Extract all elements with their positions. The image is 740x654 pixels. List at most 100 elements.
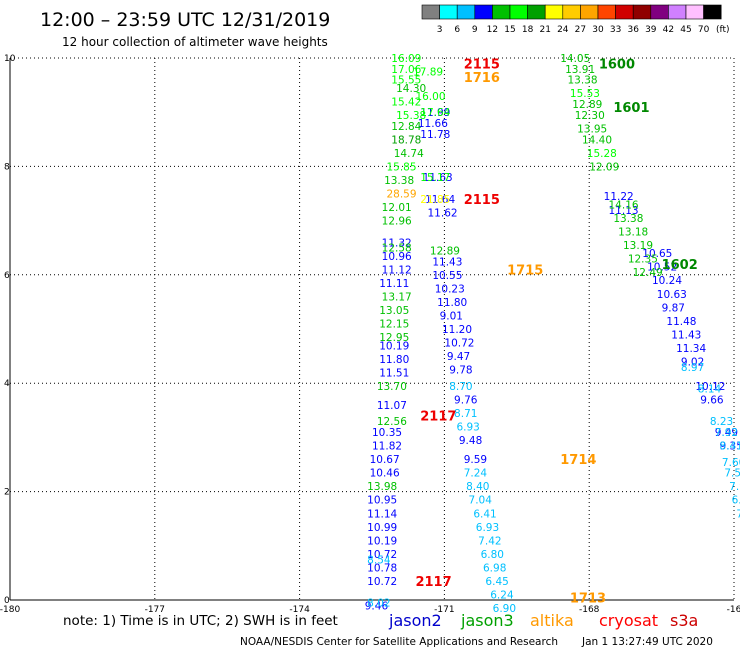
satellite-label-cryosat: cryosat [599, 611, 658, 630]
swh-value-jason2: 9.66 [700, 394, 724, 406]
swh-value-jason3: 12.58 [382, 243, 412, 255]
scale-label: 18 [522, 25, 534, 35]
scale-swatch [544, 4, 564, 20]
swh-value-cryosat: 21.85 [420, 194, 450, 206]
swh-value-jason2: 11.43 [671, 329, 701, 341]
swh-value-jason2: 10.52 [647, 262, 677, 274]
scale-label: 36 [627, 25, 639, 35]
swh-value-jason3: 15.28 [587, 148, 617, 160]
swh-value-s3a: 6.93 [456, 422, 479, 434]
swh-value-jason2: 10.46 [370, 468, 400, 480]
scale-swatch [685, 4, 704, 20]
swh-value-jason2: 11.12 [382, 264, 412, 276]
swh-value-jason3: 12.89 [572, 99, 602, 111]
swh-value-jason3: 15.55 [391, 75, 421, 87]
swh-value-s3a: 8.54 [367, 554, 391, 566]
swh-value-s3a: 6.45 [485, 576, 508, 588]
scale-swatch [509, 4, 528, 20]
swh-value-jason3: 17.89 [413, 67, 443, 79]
x-tick-label: -177 [145, 605, 165, 615]
swh-value-s3a: 7.04 [469, 495, 493, 507]
swh-value-jason2: 10.96 [382, 251, 412, 263]
swh-value-jason2: 10.19 [379, 340, 409, 352]
chart-subtitle: 12 hour collection of altimeter wave hei… [62, 35, 328, 49]
swh-value-jason3: 12.35 [628, 254, 658, 266]
x-tick-label: -171 [434, 605, 454, 615]
pass-time-label: 1716 [464, 71, 500, 86]
swh-value-jason3: 12.96 [382, 216, 412, 228]
swh-value-jason3: 12.01 [382, 202, 412, 214]
y-tick-label: 8 [4, 162, 10, 172]
swh-value-s3a: 8.70 [449, 381, 472, 393]
swh-value-s3a: 7.24 [464, 468, 488, 480]
swh-value-jason2: 10.67 [370, 454, 400, 466]
swh-value-jason3: 13.17 [382, 291, 412, 303]
scale-label: 30 [592, 25, 604, 35]
swh-value-jason3: 16.09 [391, 53, 421, 65]
swh-value-jason2: 10.12 [695, 381, 725, 393]
swh-value-jason3: 18.78 [391, 134, 421, 146]
pass-time-label: 1601 [613, 101, 649, 116]
swh-value-jason2: 9.47 [447, 351, 470, 363]
swh-value-jason2: 11.11 [379, 278, 409, 290]
scale-swatch [668, 4, 687, 20]
swh-value-jason3: 12.09 [589, 161, 619, 173]
swh-value-jason2: 9.02 [681, 357, 704, 369]
swh-value-jason3: 14.30 [396, 83, 426, 95]
scale-swatch [615, 4, 634, 20]
pass-time-label: 2115 [464, 193, 500, 208]
swh-value-s3a: 8.41 [720, 441, 740, 453]
swh-value-jason2: 10.72 [367, 576, 397, 588]
pass-time-label: 1714 [560, 453, 596, 468]
scale-unit: (ft) [716, 25, 730, 35]
swh-value-jason3: 13.05 [379, 305, 409, 317]
swh-value-jason3: 13.98 [367, 481, 397, 493]
swh-value-jason2: 10.24 [652, 275, 682, 287]
swh-value-jason2: 10.72 [444, 338, 474, 350]
swh-value-jason2: 9.35 [720, 441, 740, 453]
swh-value-s3a: 6.90 [493, 603, 516, 615]
swh-value-jason2: 9.49 [715, 427, 738, 439]
swh-value-jason2: 10.55 [432, 270, 462, 282]
swh-value-jason2: 11.14 [367, 508, 397, 520]
swh-value-jason2: 10.23 [435, 283, 465, 295]
swh-value-s3a: 8.14 [698, 384, 722, 396]
swh-value-jason2: 10.72 [367, 549, 397, 561]
swh-value-s3a: 7.92 [715, 427, 738, 439]
y-tick-label: 10 [4, 54, 16, 64]
swh-value-jason2: 11.62 [428, 207, 458, 219]
swh-value-jason3: 15.17 [420, 172, 450, 184]
swh-value-s3a: 7.42 [478, 535, 501, 547]
swh-value-jason2: 11.63 [423, 172, 453, 184]
scale-swatch [474, 4, 493, 20]
scale-label: 70 [698, 25, 710, 35]
generated-timestamp: Jan 1 13:27:49 UTC 2020 [581, 636, 713, 648]
scale-swatch [703, 4, 722, 20]
scale-swatch [562, 4, 581, 20]
swh-value-jason2: 11.22 [604, 191, 634, 203]
swh-value-jason2: 11.80 [437, 297, 467, 309]
swh-value-jason3: 12.95 [379, 332, 409, 344]
swh-value-jason3: 12.49 [633, 267, 663, 279]
swh-value-jason3: 15.42 [391, 96, 421, 108]
swh-value-jason2: 11.64 [425, 194, 455, 206]
pass-time-label: 2117 [415, 575, 451, 590]
swh-value-s3a: 6.80 [481, 549, 504, 561]
scale-label: 27 [575, 25, 586, 35]
swh-value-jason3: 15.53 [570, 88, 600, 100]
swh-value-jason2: 11.80 [379, 354, 409, 366]
swh-value-jason2: 11.99 [420, 107, 450, 119]
y-tick-label: 0 [4, 596, 10, 606]
pass-time-label: 1602 [662, 258, 698, 273]
scale-label: 9 [472, 25, 478, 35]
swh-value-jason3: 13.19 [623, 240, 653, 252]
swh-value-jason2: 9.01 [440, 310, 463, 322]
swh-value-jason3: 17.64 [420, 107, 450, 119]
scale-label: 6 [454, 25, 460, 35]
swh-value-jason3: 13.70 [377, 381, 407, 393]
swh-value-s3a: 8.02 [367, 598, 390, 610]
scale-label: 39 [645, 25, 657, 35]
satellite-label-altika: altika [530, 611, 574, 630]
